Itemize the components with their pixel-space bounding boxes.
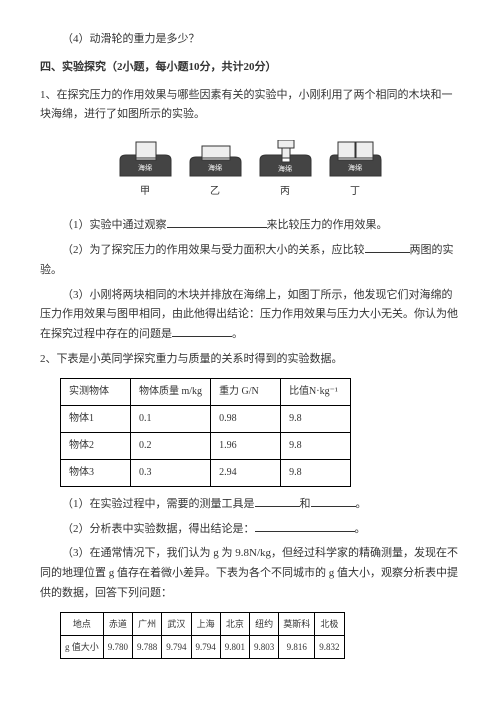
t1-r0c3: 9.8 xyxy=(281,405,351,432)
t2-r2: 9.788 xyxy=(133,635,162,658)
q1-sub3: （3）小刚将两块相同的木块并排放在海绵上，如图丁所示，他发现它们对海绵的压力作用… xyxy=(40,286,460,345)
q2-sub1-a: （1）在实验过程中，需要的测量工具是 xyxy=(62,498,255,510)
data-table-2: 地点 赤道 广州 武汉 上海 北京 纽约 莫斯科 北极 g 值大小 9.780 … xyxy=(60,612,345,659)
t1-r1c1: 0.2 xyxy=(131,432,211,459)
t2-h1: 赤道 xyxy=(103,612,132,635)
t1-r0c0: 物体1 xyxy=(61,405,131,432)
t2-r1: 9.780 xyxy=(103,635,132,658)
blank xyxy=(255,520,355,532)
t1-h3: 比值N·kg⁻¹ xyxy=(281,378,351,405)
q1-sub2: （2）为了探究压力的作用效果与受力面积大小的关系，应比较两图的实验。 xyxy=(40,241,460,281)
t2-r5: 9.801 xyxy=(220,635,249,658)
t2-r3: 9.794 xyxy=(162,635,191,658)
q2-sub1: （1）在实验过程中，需要的测量工具是 和 。 xyxy=(40,495,460,515)
q1-intro: 1、在探究压力的作用效果与哪些因素有关的实验中，小刚利用了两个相同的木块和一块海… xyxy=(40,86,460,126)
t1-r2c0: 物体3 xyxy=(61,459,131,486)
t2-h8: 北极 xyxy=(315,612,344,635)
t1-h1: 物体质量 m/kg xyxy=(131,378,211,405)
question-4: （4）动滑轮的重力是多少？ xyxy=(40,30,460,50)
sponge-diagram-c: 海绵 xyxy=(258,140,313,180)
figure-container: 海绵 甲 海绵 乙 海绵 丙 海绵 丁 xyxy=(40,140,460,201)
figure-label-b: 乙 xyxy=(210,183,220,201)
t1-h0: 实测物体 xyxy=(61,378,131,405)
t1-r1c0: 物体2 xyxy=(61,432,131,459)
sponge-diagram-a: 海绵 xyxy=(118,140,173,180)
blank xyxy=(167,216,267,228)
svg-text:海绵: 海绵 xyxy=(348,163,362,172)
q2-sub2-b: 。 xyxy=(355,523,366,535)
q1-sub1: （1）实验中通过观察 来比较压力的作用效果。 xyxy=(40,216,460,236)
blank xyxy=(365,241,410,253)
q2-intro: 2、下表是小英同学探究重力与质量的关系时得到的实验数据。 xyxy=(40,350,460,370)
figure-bing: 海绵 丙 xyxy=(258,140,313,201)
q2-sub1-c: 。 xyxy=(356,498,367,510)
q1-sub2-a: （2）为了探究压力的作用效果与受力面积大小的关系，应比较 xyxy=(62,244,365,256)
t2-r0: g 值大小 xyxy=(61,635,104,658)
q1-sub1-a: （1）实验中通过观察 xyxy=(62,219,167,231)
t2-r8: 9.832 xyxy=(315,635,344,658)
q1-sub3-a: （3）小刚将两块相同的木块并排放在海绵上，如图丁所示，他发现它们对海绵的压力作用… xyxy=(40,289,458,341)
t2-h5: 北京 xyxy=(220,612,249,635)
q1-sub3-end: 。 xyxy=(232,328,243,340)
t2-r7: 9.816 xyxy=(279,635,315,658)
svg-text:海绵: 海绵 xyxy=(208,163,222,172)
t2-h2: 广州 xyxy=(133,612,162,635)
t2-h0: 地点 xyxy=(61,612,104,635)
q1-sub1-b: 来比较压力的作用效果。 xyxy=(267,219,388,231)
t1-r1c3: 9.8 xyxy=(281,432,351,459)
t2-r4: 9.794 xyxy=(191,635,220,658)
blank xyxy=(255,495,300,507)
svg-text:海绵: 海绵 xyxy=(278,164,292,173)
q2-sub1-b: 和 xyxy=(300,498,311,510)
q2-sub3: （3）在通常情况下，我们认为 g 为 9.8N/kg，但经过科学家的精确测量，发… xyxy=(40,544,460,603)
data-table-1: 实测物体 物体质量 m/kg 重力 G/N 比值N·kg⁻¹ 物体1 0.1 0… xyxy=(60,378,351,487)
sponge-diagram-d: 海绵 xyxy=(328,140,383,180)
figure-yi: 海绵 乙 xyxy=(188,140,243,201)
section-4-title: 四、实验探究（2小题，每小题10分，共计20分） xyxy=(40,58,460,78)
q2-sub2-a: （2）分析表中实验数据，得出结论是： xyxy=(62,523,255,535)
t2-h4: 上海 xyxy=(191,612,220,635)
figure-jia: 海绵 甲 xyxy=(118,140,173,201)
t1-r2c3: 9.8 xyxy=(281,459,351,486)
t1-r1c2: 1.96 xyxy=(211,432,281,459)
figure-ding: 海绵 丁 xyxy=(328,140,383,201)
t2-h6: 纽约 xyxy=(250,612,279,635)
t2-r6: 9.803 xyxy=(250,635,279,658)
figure-label-a: 甲 xyxy=(140,183,150,201)
t1-r0c1: 0.1 xyxy=(131,405,211,432)
t1-h2: 重力 G/N xyxy=(211,378,281,405)
t1-r2c2: 2.94 xyxy=(211,459,281,486)
blank xyxy=(311,495,356,507)
t1-r0c2: 0.98 xyxy=(211,405,281,432)
svg-text:海绵: 海绵 xyxy=(138,163,152,172)
sponge-diagram-b: 海绵 xyxy=(188,140,243,180)
q2-sub2: （2）分析表中实验数据，得出结论是： 。 xyxy=(40,520,460,540)
t1-r2c1: 0.3 xyxy=(131,459,211,486)
t2-h7: 莫斯科 xyxy=(279,612,315,635)
figure-label-c: 丙 xyxy=(280,183,290,201)
blank xyxy=(172,325,232,337)
figure-label-d: 丁 xyxy=(350,183,360,201)
t2-h3: 武汉 xyxy=(162,612,191,635)
